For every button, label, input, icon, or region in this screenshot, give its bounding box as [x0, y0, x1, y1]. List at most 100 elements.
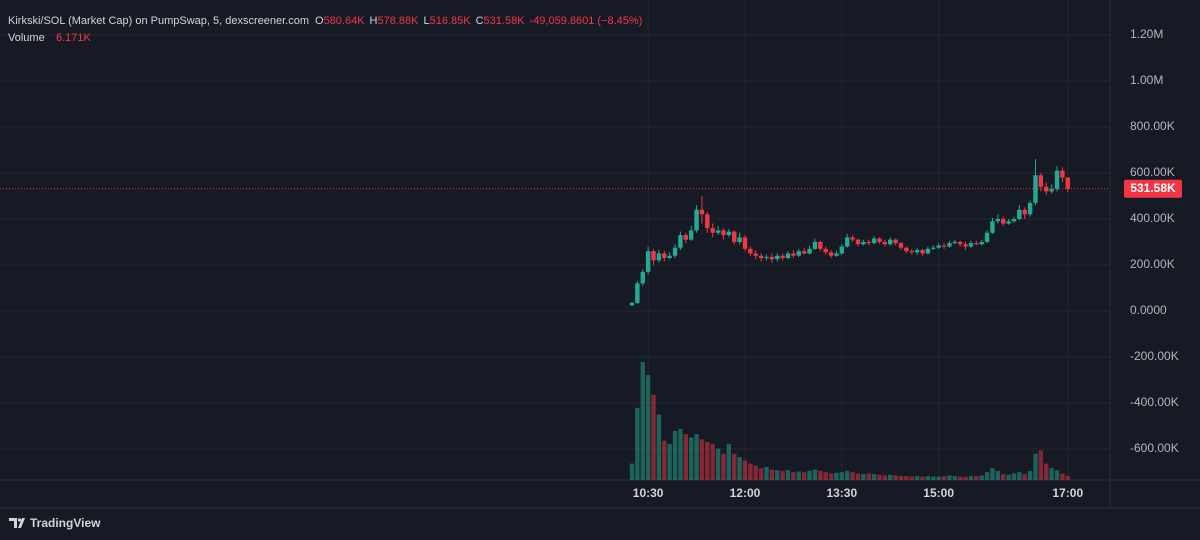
- volume-bar: [678, 428, 683, 480]
- legend-value: 531.58K: [484, 15, 526, 27]
- candle-body: [871, 238, 877, 244]
- candle-body: [839, 246, 845, 254]
- chart-title: Kirkski/SOL (Market Cap) on PumpSwap, 5,…: [8, 15, 309, 27]
- candle-body: [990, 221, 995, 233]
- volume-bar: [791, 472, 796, 480]
- candle-body: [936, 245, 941, 248]
- volume-bar: [1017, 472, 1022, 480]
- x-tick-label: 13:30: [826, 486, 857, 500]
- candle-body: [726, 231, 732, 236]
- volume-bar: [775, 470, 780, 480]
- y-tick-label: 800.00K: [1130, 119, 1175, 133]
- volume-bar: [1060, 473, 1065, 480]
- volume-bar: [947, 475, 952, 480]
- volume-bar: [710, 443, 715, 480]
- volume-bar: [995, 470, 1001, 480]
- x-tick-label: 17:00: [1052, 486, 1083, 500]
- volume-bar: [1049, 468, 1054, 480]
- volume-bar: [721, 453, 726, 480]
- volume-bar: [984, 472, 990, 480]
- candle-body: [850, 237, 855, 240]
- volume-bar: [925, 476, 931, 480]
- volume-bar: [785, 470, 791, 480]
- candle-body: [748, 248, 753, 254]
- candle-body: [791, 253, 796, 256]
- volume-bar: [1044, 463, 1049, 480]
- candle-body: [888, 239, 893, 245]
- x-tick-label: 10:30: [633, 486, 664, 500]
- volume-bar: [834, 472, 839, 480]
- volume-bar: [979, 475, 984, 480]
- y-tick-label: -600.00K: [1130, 441, 1179, 455]
- candle-body: [1006, 221, 1011, 224]
- candle-body: [775, 255, 780, 260]
- candle-body: [963, 244, 968, 247]
- candle-body: [742, 237, 748, 249]
- volume-value: 6.171K: [56, 32, 92, 44]
- volume-bar: [667, 443, 672, 480]
- volume-bar: [904, 476, 909, 480]
- candle-body: [672, 247, 678, 256]
- candle-body: [974, 243, 979, 245]
- candle-body: [882, 241, 888, 245]
- candle-body: [941, 245, 947, 247]
- y-tick-label: 400.00K: [1130, 211, 1175, 225]
- candle-body: [801, 251, 807, 254]
- y-tick-label: 1.20M: [1130, 27, 1163, 41]
- candle-body: [957, 241, 963, 245]
- candle-body: [904, 247, 909, 252]
- candle-body: [909, 251, 914, 253]
- y-tick-label: 0.0000: [1130, 303, 1167, 317]
- y-tick-label: -400.00K: [1130, 395, 1179, 409]
- volume-bar: [1054, 470, 1060, 480]
- volume-bar: [1027, 470, 1033, 480]
- volume-bar: [1038, 450, 1044, 480]
- candle-body: [769, 256, 775, 260]
- volume-bar: [635, 407, 640, 480]
- volume-bar: [845, 470, 850, 480]
- volume-bar: [683, 434, 688, 480]
- candle-body: [780, 255, 785, 259]
- volume-bar: [828, 473, 834, 480]
- candle-body: [796, 251, 801, 256]
- volume-bar: [823, 472, 828, 480]
- candle-body: [866, 241, 871, 244]
- candle-body: [1001, 218, 1006, 224]
- candle-body: [651, 251, 656, 261]
- candle-body: [920, 250, 925, 254]
- volume-bar: [629, 463, 635, 480]
- candle-body: [877, 238, 882, 242]
- volume-bar: [1011, 473, 1017, 480]
- volume-bar: [888, 474, 893, 480]
- candle-body: [1011, 218, 1017, 222]
- volume-bar: [898, 476, 904, 480]
- volume-bar: [1022, 474, 1027, 480]
- y-tick-label: -200.00K: [1130, 349, 1179, 363]
- candle-body: [732, 231, 737, 242]
- volume-bar: [662, 440, 667, 480]
- volume-bar: [1006, 474, 1011, 480]
- volume-bar: [694, 434, 699, 480]
- volume-bar: [812, 469, 818, 480]
- y-tick-label: 200.00K: [1130, 257, 1175, 271]
- candle-body: [662, 253, 667, 259]
- volume-bar: [726, 443, 732, 480]
- volume-bar: [866, 473, 871, 480]
- volume-bar: [780, 470, 785, 480]
- candle-body: [845, 237, 850, 247]
- candle-body: [1038, 175, 1044, 187]
- volume-bar: [801, 472, 807, 480]
- y-tick-label: 600.00K: [1130, 165, 1175, 179]
- volume-bar: [688, 437, 694, 480]
- y-tick-label: 1.00M: [1130, 73, 1163, 87]
- volume-bar: [877, 474, 882, 480]
- volume-bar: [651, 394, 656, 480]
- legend-key: H: [370, 15, 378, 27]
- volume-bar: [818, 470, 823, 480]
- volume-bar: [909, 476, 914, 480]
- candle-body: [861, 241, 866, 245]
- candle-body: [635, 283, 640, 303]
- candle-body: [968, 243, 974, 247]
- x-tick-label: 12:00: [730, 486, 761, 500]
- volume-bar: [699, 439, 705, 480]
